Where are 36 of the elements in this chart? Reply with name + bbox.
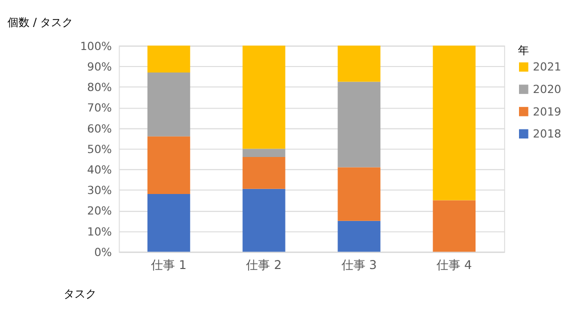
chart-title: 個数 / タスク — [7, 16, 74, 30]
y-tick-label: 10% — [87, 225, 112, 238]
x-axis-title: タスク — [64, 288, 97, 301]
bar — [338, 82, 380, 168]
x-tick-label: 仕事 2 — [245, 258, 282, 272]
x-tick-label: 仕事 1 — [150, 258, 187, 272]
bar — [147, 72, 190, 136]
y-tick-label: 100% — [80, 40, 112, 53]
bar — [432, 200, 476, 252]
bar — [242, 188, 286, 252]
legend-label: 2020 — [532, 83, 562, 96]
x-tick-label: 仕事 3 — [340, 258, 377, 272]
y-tick-label: 80% — [87, 81, 112, 94]
bar — [242, 148, 286, 157]
bar — [338, 46, 380, 82]
bar — [338, 220, 380, 252]
y-tick-label: 50% — [87, 142, 112, 156]
y-tick-label: 20% — [87, 204, 112, 218]
bar — [432, 46, 476, 200]
legend-label: 2019 — [532, 105, 562, 118]
legend-label: 2021 — [532, 60, 562, 74]
x-tick-label: 仕事 4 — [435, 258, 472, 272]
y-tick-label: 60% — [87, 122, 112, 136]
bar — [338, 167, 380, 221]
legend-label: 2018 — [532, 128, 562, 141]
bar — [147, 194, 190, 252]
bar — [242, 156, 286, 189]
y-tick-label: 40% — [87, 164, 112, 177]
y-tick-label: 0% — [94, 246, 112, 259]
y-tick-label: 90% — [87, 60, 112, 74]
bar — [147, 46, 190, 72]
y-tick-label: 70% — [87, 102, 112, 115]
bar — [242, 46, 286, 149]
bar — [147, 136, 190, 194]
y-tick-label: 30% — [87, 184, 112, 198]
legend-title: 年 — [518, 44, 530, 58]
